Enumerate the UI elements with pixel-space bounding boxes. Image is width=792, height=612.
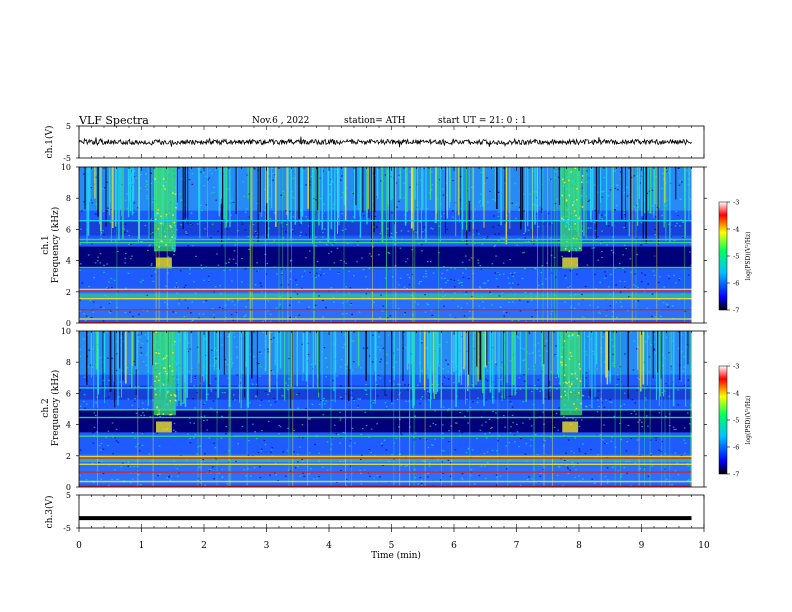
x-tick-label: 6 <box>451 541 457 551</box>
ch2-colorbar-gradient <box>718 365 728 475</box>
x-tick-label: 8 <box>576 541 582 551</box>
tone-line <box>79 409 692 411</box>
y-tick-label: 8 <box>66 194 71 203</box>
date-label: Nov.6 , 2022 <box>252 116 309 126</box>
x-tick-label: 1 <box>139 541 145 551</box>
y-tick-label: 0 <box>66 483 71 492</box>
tone-line <box>79 288 692 291</box>
x-tick-label: 5 <box>389 541 395 551</box>
colorbar-tick-label: -5 <box>733 417 739 425</box>
y-tick-label: 6 <box>66 225 71 234</box>
x-tick-label: 9 <box>639 541 645 551</box>
spectrogram-image <box>79 167 692 323</box>
ch1-spectrogram-panel: 10 8 6 4 2 0 <box>61 163 707 328</box>
tone-line <box>79 455 692 458</box>
colorbar-tick-label: -6 <box>733 280 739 288</box>
ch2-spectrogram-panel: 10 8 6 4 2 0 <box>61 327 707 492</box>
ch2-spectrogram-ylabel-channel: ch.2 <box>41 398 51 417</box>
spectrogram-image <box>79 331 692 487</box>
ch1-waveform-trace <box>78 136 692 148</box>
tone-line <box>79 321 692 323</box>
colorbar-tick-label: -4 <box>733 226 739 234</box>
tone-line <box>79 387 692 389</box>
colorbar-tick-label: -7 <box>733 471 739 479</box>
tone-line <box>79 266 692 269</box>
x-tick-label: 10 <box>698 541 710 551</box>
y-tick-label: 4 <box>66 257 71 266</box>
ch1-colorbar-gradient <box>718 201 728 311</box>
burst-core <box>562 257 579 269</box>
tone-line <box>79 480 692 483</box>
start-time-label: start UT = 21: 0 : 1 <box>438 116 527 126</box>
ch1-spectrogram-ylabel-channel: ch.1 <box>41 235 51 254</box>
ch1-colorbar: log(PSD)(V²/Hz) -3 -4 -5 -6 -7 <box>718 199 752 315</box>
y-tick-label: 4 <box>66 421 71 430</box>
tone-line <box>79 318 692 320</box>
x-tick-label: 4 <box>326 541 332 551</box>
ch2-spectrogram-ylabel-frequency: Frequency (kHz) <box>50 370 61 447</box>
y-tick-label: 5 <box>66 491 71 500</box>
colorbar-tick-label: -6 <box>733 444 739 452</box>
x-tick-label: 2 <box>201 541 207 551</box>
colorbar-tick-label: -5 <box>733 253 739 261</box>
tone-line <box>79 471 692 473</box>
ch3-waveform-panel: 5 -5 <box>63 491 705 533</box>
y-tick-label: 10 <box>61 327 71 336</box>
colorbar-tick-label: -4 <box>733 390 739 398</box>
station-label: station= ATH <box>344 116 406 126</box>
colorbar-tick-label: -7 <box>733 307 739 315</box>
tone-line <box>79 416 692 419</box>
burst-band <box>154 331 176 416</box>
tone-line <box>79 298 692 300</box>
ch1-waveform-panel: 5 -5 <box>63 122 705 163</box>
y-tick-label: 2 <box>66 452 71 461</box>
burst-core <box>156 257 172 269</box>
y-tick-label: 5 <box>66 122 71 131</box>
tone-line <box>79 220 692 222</box>
time-axis-label: Time (min) <box>371 550 421 561</box>
tone-line <box>79 435 692 437</box>
y-tick-label: 6 <box>66 389 71 398</box>
burst-core <box>156 421 172 433</box>
x-tick-label: 7 <box>514 541 520 551</box>
ch2-colorbar-label: log(PSD)(V²/Hz) <box>745 396 752 445</box>
tone-line <box>79 485 692 487</box>
tone-line <box>79 309 692 311</box>
tone-line <box>79 463 692 465</box>
colorbar-tick-label: -3 <box>733 199 739 207</box>
figure-title: VLF Spectra <box>78 114 149 127</box>
tone-line <box>79 241 692 244</box>
y-tick-label: 0 <box>66 319 71 328</box>
y-tick-label: 10 <box>61 163 71 172</box>
colorbar-tick-label: -3 <box>733 363 739 371</box>
ch1-spectrogram-ylabel-frequency: Frequency (kHz) <box>50 207 61 284</box>
ch1-voltage-ylabel: ch.1(V) <box>44 126 55 159</box>
y-tick-label: 2 <box>66 288 71 297</box>
ch3-voltage-ylabel: ch.3(V) <box>44 496 55 529</box>
tone-line <box>79 290 692 292</box>
tone-line <box>79 457 692 459</box>
waveform-frame <box>78 494 705 529</box>
y-tick-label: 8 <box>66 358 71 367</box>
ch1-colorbar-label: log(PSD)(V²/Hz) <box>745 232 752 281</box>
ch2-colorbar: log(PSD)(V²/Hz) -3 -4 -5 -6 -7 <box>718 363 752 479</box>
y-tick-label: -5 <box>63 154 71 163</box>
burst-core <box>562 421 579 433</box>
x-tick-label: 3 <box>264 541 270 551</box>
y-tick-label: -5 <box>63 524 71 533</box>
tone-line <box>79 238 692 241</box>
burst-band <box>154 167 176 252</box>
axes-layer: 0 1 2 3 4 5 6 7 8 9 10 <box>76 528 710 551</box>
x-tick-label: 0 <box>76 541 82 551</box>
